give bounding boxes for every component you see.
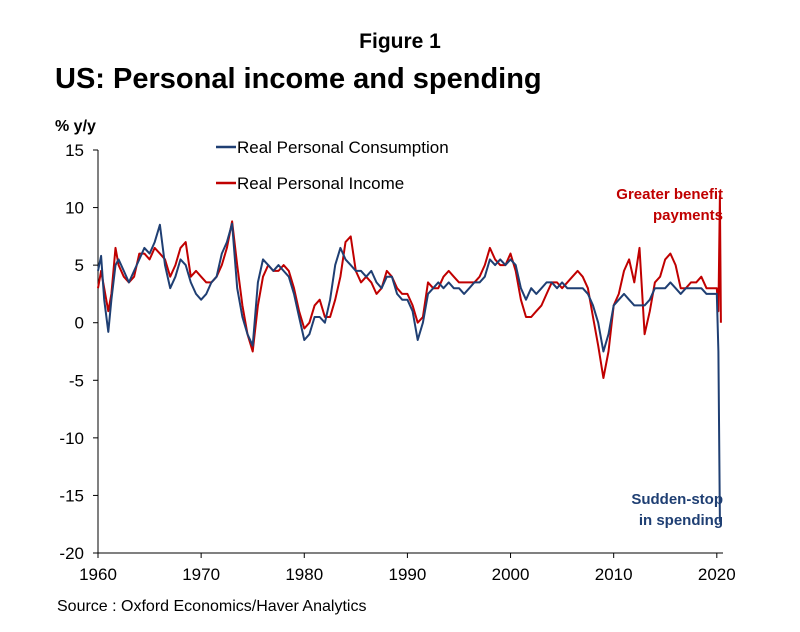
annotations: Greater benefit payments Sudden-stop in spe… bbox=[616, 186, 723, 529]
y-tick-label: 5 bbox=[75, 256, 84, 275]
x-tick-label: 2020 bbox=[698, 565, 736, 584]
y-tick-label: 10 bbox=[65, 199, 84, 218]
series-line-income bbox=[97, 195, 722, 379]
x-tick-label: 1960 bbox=[79, 565, 117, 584]
figure-label: Figure 1 bbox=[359, 30, 441, 53]
chart-title: US: Personal income and spending bbox=[55, 63, 542, 95]
x-tick-label: 1980 bbox=[285, 565, 323, 584]
y-axis-label: % y/y bbox=[55, 118, 96, 135]
annotation-label: payments bbox=[653, 207, 723, 224]
annotation-label: Sudden-stop bbox=[631, 491, 723, 508]
y-tick-label: -20 bbox=[59, 544, 84, 563]
axes: 15 10 5 0 -5 -10 -15 -20 1960 1970 1980 1990 2000 201… bbox=[59, 141, 735, 584]
x-tick-label: 1990 bbox=[388, 565, 426, 584]
annotation-label: in spending bbox=[639, 512, 723, 529]
y-tick-label: -5 bbox=[69, 371, 84, 390]
annotation-label: Greater benefit bbox=[616, 186, 723, 203]
legend-label: Real Personal Income bbox=[237, 174, 404, 193]
legend-label: Real Personal Consumption bbox=[237, 138, 449, 157]
x-tick-label: 2010 bbox=[595, 565, 633, 584]
series-line-consumption bbox=[97, 222, 721, 522]
y-tick-label: -15 bbox=[59, 486, 84, 505]
x-tick-label: 2000 bbox=[492, 565, 530, 584]
y-tick-label: -10 bbox=[59, 429, 84, 448]
x-tick-label: 1970 bbox=[182, 565, 220, 584]
y-tick-label: 0 bbox=[75, 314, 84, 333]
y-tick-label: 15 bbox=[65, 141, 84, 160]
series-layer bbox=[97, 195, 722, 522]
legend: Real Personal Consumption Real Personal I… bbox=[216, 138, 449, 193]
source-note: Source : Oxford Economics/Haver Analytic… bbox=[57, 598, 367, 615]
